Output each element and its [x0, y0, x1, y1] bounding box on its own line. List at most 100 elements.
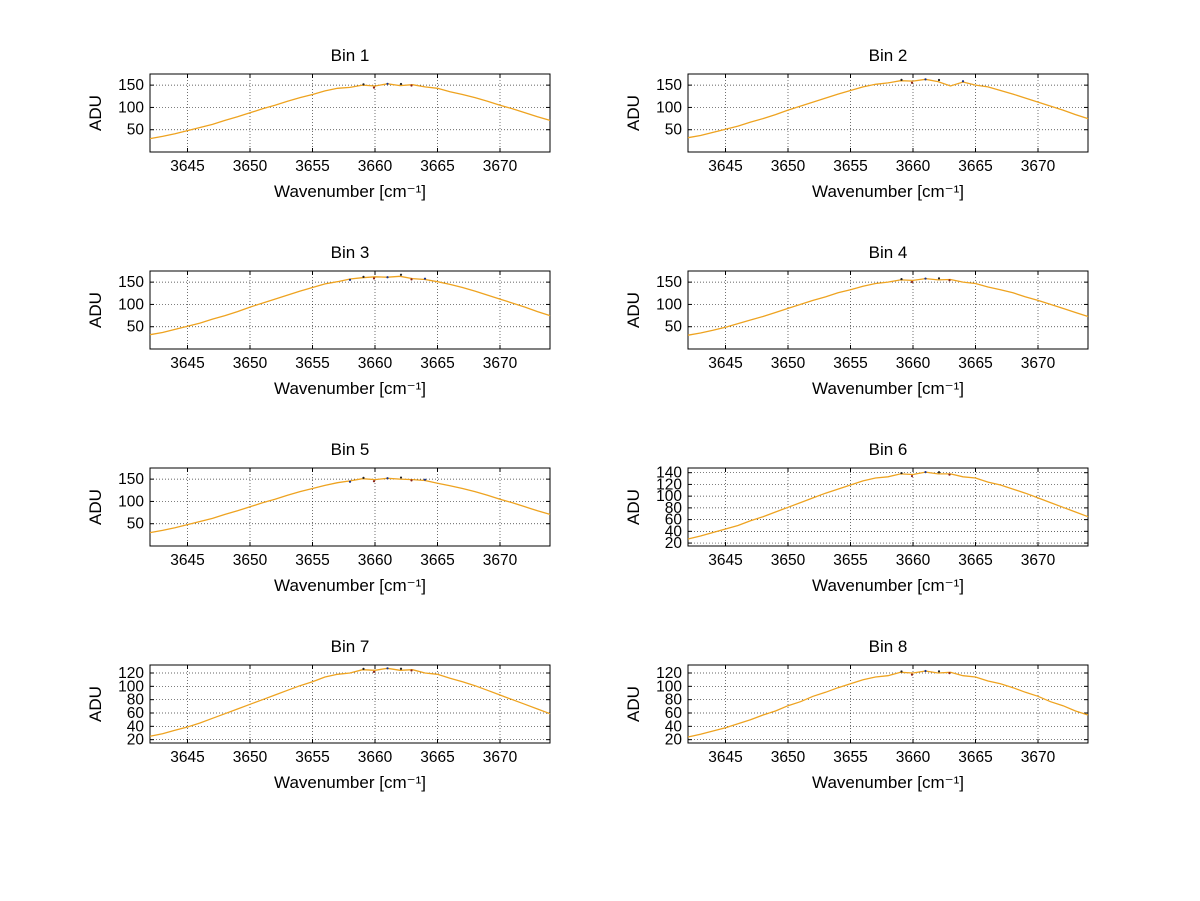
x-tick-label: 3645	[708, 158, 742, 175]
x-tick-label: 3650	[233, 355, 268, 372]
x-tick-label: 3655	[833, 158, 867, 175]
chart-title: Bin 2	[868, 46, 908, 65]
x-tick-label: 3650	[233, 749, 268, 766]
y-tick-label: 120	[118, 665, 144, 682]
y-axis-label: ADU	[626, 686, 643, 722]
x-tick-label: 3650	[771, 158, 806, 175]
x-tick-label: 3660	[896, 355, 931, 372]
x-axis-label: Wavenumber [cm⁻¹]	[812, 773, 964, 792]
x-tick-label: 3670	[1021, 749, 1056, 766]
x-tick-label: 3660	[358, 355, 393, 372]
subplot-bin-2: Bin 2 3645 3650 3655 3660 3665 3670 50 100 150 AD…	[626, 46, 1156, 243]
y-axis-label: ADU	[626, 292, 643, 328]
y-tick-label: 80	[665, 692, 683, 709]
y-tick-label: 120	[656, 476, 682, 493]
y-tick-label: 80	[127, 692, 145, 709]
x-tick-label: 3655	[833, 552, 867, 569]
x-axis-label: Wavenumber [cm⁻¹]	[274, 379, 426, 398]
x-tick-label: 3660	[358, 552, 393, 569]
y-tick-label: 140	[656, 465, 682, 482]
chart-title: Bin 3	[330, 243, 370, 262]
y-tick-label: 40	[127, 718, 145, 735]
x-tick-label: 3665	[958, 355, 992, 372]
x-tick-label: 3645	[708, 749, 742, 766]
y-tick-label: 50	[665, 122, 683, 139]
y-axis-label: ADU	[626, 95, 643, 131]
x-tick-label: 3665	[958, 749, 992, 766]
x-tick-label: 3650	[771, 355, 806, 372]
plot-area: 3645 3650 3655 3660 3665 3670 2040608010012014…	[626, 465, 1089, 569]
y-tick-label: 100	[656, 99, 682, 116]
subplot-bin-8: Bin 8 3645 3650 3655 3660 3665 3670 20 40 60 80 10…	[626, 637, 1156, 834]
y-tick-label: 100	[118, 99, 144, 116]
y-tick-label: 50	[127, 319, 145, 336]
y-tick-label: 50	[127, 122, 145, 139]
x-tick-label: 3655	[295, 355, 329, 372]
x-tick-label: 3670	[483, 355, 518, 372]
x-tick-label: 3655	[295, 749, 329, 766]
x-tick-label: 3645	[708, 355, 742, 372]
x-tick-label: 3650	[233, 158, 268, 175]
x-tick-label: 3665	[420, 552, 454, 569]
y-tick-label: 120	[656, 665, 682, 682]
x-tick-label: 3670	[1021, 158, 1056, 175]
y-tick-label: 100	[656, 488, 682, 505]
x-tick-label: 3650	[233, 552, 268, 569]
y-axis-label: ADU	[88, 686, 105, 722]
y-axis-label: ADU	[88, 95, 105, 131]
chart-title: Bin 5	[330, 440, 370, 459]
y-tick-label: 40	[665, 523, 683, 540]
x-tick-label: 3665	[420, 158, 454, 175]
y-axis-label: ADU	[88, 489, 105, 525]
subplot-bin-3: Bin 3 3645 3650 3655 3660 3665 3670 50 100 150 AD…	[88, 243, 618, 440]
chart-title: Bin 4	[868, 243, 908, 262]
y-tick-label: 20	[665, 535, 683, 552]
x-tick-label: 3670	[1021, 355, 1056, 372]
plot-area: 3645 3650 3655 3660 3665 3670 50 100 150 ADU	[88, 467, 551, 569]
plot-area: 3645 3650 3655 3660 3665 3670 50 100 150 ADU	[88, 73, 551, 175]
x-axis-label: Wavenumber [cm⁻¹]	[274, 182, 426, 201]
x-tick-label: 3660	[358, 158, 393, 175]
chart-title: Bin 8	[868, 637, 908, 656]
x-tick-label: 3660	[358, 749, 393, 766]
y-tick-label: 150	[118, 471, 144, 488]
x-axis-label: Wavenumber [cm⁻¹]	[812, 576, 964, 595]
x-tick-label: 3645	[170, 355, 204, 372]
x-tick-label: 3665	[420, 355, 454, 372]
y-tick-label: 20	[127, 732, 145, 749]
x-tick-label: 3655	[833, 355, 867, 372]
chart-title: Bin 7	[330, 637, 370, 656]
x-tick-label: 3650	[771, 552, 806, 569]
y-tick-label: 150	[118, 274, 144, 291]
x-axis-label: Wavenumber [cm⁻¹]	[274, 773, 426, 792]
x-tick-label: 3660	[896, 749, 931, 766]
y-axis-label: ADU	[88, 292, 105, 328]
x-tick-label: 3665	[420, 749, 454, 766]
chart-title: Bin 1	[330, 46, 370, 65]
y-tick-label: 100	[656, 296, 682, 313]
x-tick-label: 3650	[771, 749, 806, 766]
chart-title: Bin 6	[868, 440, 908, 459]
y-tick-label: 150	[656, 274, 682, 291]
x-tick-label: 3655	[833, 749, 867, 766]
x-tick-label: 3645	[170, 158, 204, 175]
plot-area: 3645 3650 3655 3660 3665 3670 50 100 150 ADU	[88, 270, 551, 372]
y-tick-label: 20	[665, 732, 683, 749]
x-tick-label: 3655	[295, 552, 329, 569]
x-tick-label: 3670	[483, 158, 518, 175]
subplot-bin-6: Bin 6 3645 3650 3655 3660 3665 3670 20 40 60 80 10…	[626, 440, 1156, 637]
y-tick-label: 60	[127, 705, 145, 722]
subplot-bin-4: Bin 4 3645 3650 3655 3660 3665 3670 50 100 150 AD…	[626, 243, 1156, 440]
x-tick-label: 3660	[896, 158, 931, 175]
y-tick-label: 150	[118, 77, 144, 94]
y-tick-label: 60	[665, 705, 683, 722]
y-tick-label: 60	[665, 512, 683, 529]
x-tick-label: 3645	[170, 749, 204, 766]
x-tick-label: 3670	[1021, 552, 1056, 569]
y-tick-label: 40	[665, 718, 683, 735]
subplot-bin-5: Bin 5 3645 3650 3655 3660 3665 3670 50 100 150 AD…	[88, 440, 618, 637]
y-tick-label: 100	[118, 296, 144, 313]
x-tick-label: 3670	[483, 749, 518, 766]
